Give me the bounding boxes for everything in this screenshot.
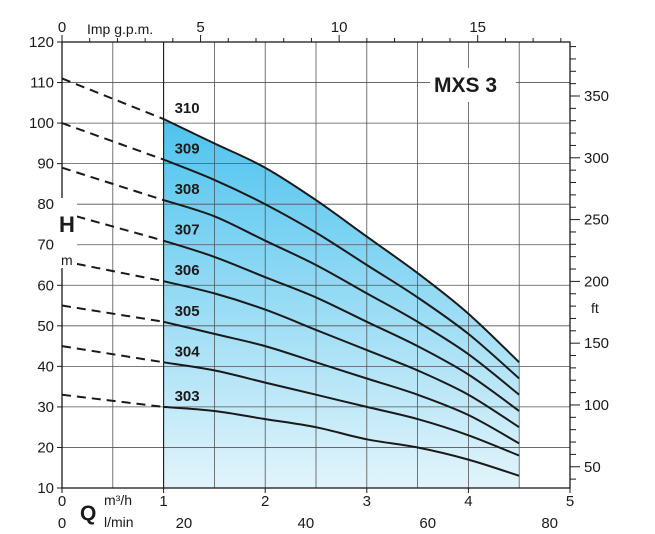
performance-curves: 310 309 308 307 306 305 304 303 xyxy=(61,77,520,477)
right-tick-label: 300 xyxy=(584,150,609,167)
curve-310-dashed xyxy=(61,77,164,120)
curve-307-dashed xyxy=(61,211,164,242)
bottom-tick-label-lmin: 60 xyxy=(419,515,436,532)
bottom-tick-label-lmin: 0 xyxy=(58,515,66,532)
tick-labels: 1020304050607080901001101205010015020025… xyxy=(29,19,609,532)
curve-label-310: 310 xyxy=(175,100,200,117)
curve-label-307: 307 xyxy=(175,222,200,239)
curve-308-line xyxy=(163,199,520,396)
curve-303-line xyxy=(163,405,520,477)
y-axis-label: H xyxy=(59,212,75,237)
right-tick-label: 100 xyxy=(584,397,609,414)
left-tick-label: 80 xyxy=(37,196,54,213)
curve-label-304: 304 xyxy=(175,343,201,360)
bottom-tick-label-m3h: 5 xyxy=(566,493,574,510)
bottom-tick-label-m3h: 2 xyxy=(261,493,269,510)
curve-306-line xyxy=(163,280,520,429)
right-tick-label: 350 xyxy=(584,88,609,105)
left-tick-label: 40 xyxy=(37,358,54,375)
curve-label-303: 303 xyxy=(175,388,200,405)
chart-title: MXS 3 xyxy=(434,74,497,97)
curve-304-dashed xyxy=(61,345,164,364)
left-tick-label: 10 xyxy=(37,480,54,497)
x-axis-unit-lmin: l/min xyxy=(104,514,134,530)
left-tick-label: 70 xyxy=(37,237,54,254)
curve-303-dashed xyxy=(61,393,164,408)
left-tick-label: 50 xyxy=(37,318,54,335)
curve-305-line xyxy=(163,320,520,445)
curve-309-dashed xyxy=(61,122,164,161)
top-tick-label-gpm: 5 xyxy=(196,19,204,36)
left-tick-label: 120 xyxy=(29,34,54,51)
curve-307-line xyxy=(163,239,520,412)
bottom-tick-label-lmin: 80 xyxy=(541,515,558,532)
operating-range-area xyxy=(163,119,520,488)
top-tick-label-gpm: 0 xyxy=(58,19,66,36)
bottom-tick-label-m3h: 3 xyxy=(363,493,371,510)
curve-label-305: 305 xyxy=(175,303,200,320)
curve-308-dashed xyxy=(61,166,164,202)
right-tick-label: 250 xyxy=(584,212,609,229)
left-tick-label: 20 xyxy=(37,439,54,456)
bottom-tick-label-m3h: 1 xyxy=(159,493,167,510)
y-label-background xyxy=(57,198,77,268)
right-tick-label: 150 xyxy=(584,335,609,352)
bottom-tick-label-m3h: 4 xyxy=(464,493,472,510)
operating-area-fill xyxy=(163,119,520,488)
left-tick-label: 110 xyxy=(30,75,54,92)
curve-306-dashed xyxy=(61,259,164,283)
curve-310-line xyxy=(163,118,520,364)
right-axis-unit: ft xyxy=(591,300,599,316)
y-axis-unit: m xyxy=(61,252,73,268)
curve-label-309: 309 xyxy=(175,141,200,158)
curve-label-308: 308 xyxy=(175,181,200,198)
x-axis-unit-m3h: m³/h xyxy=(104,492,132,508)
left-tick-label: 100 xyxy=(29,115,54,132)
curve-305-dashed xyxy=(61,304,164,323)
top-tick-label-gpm: 15 xyxy=(469,19,486,36)
bottom-tick-label-lmin: 20 xyxy=(176,515,193,532)
chart-title-background xyxy=(430,68,516,102)
curve-304-line xyxy=(163,361,520,457)
curve-309-line xyxy=(163,158,520,380)
left-tick-label: 90 xyxy=(37,156,54,173)
curve-label-306: 306 xyxy=(175,262,200,279)
top-axis-unit: Imp g.p.m. xyxy=(87,21,153,37)
right-tick-label: 50 xyxy=(584,459,601,476)
bottom-tick-label-lmin: 40 xyxy=(297,515,314,532)
x-axis-label: Q xyxy=(80,502,96,525)
bottom-tick-label-m3h: 0 xyxy=(58,493,66,510)
left-tick-label: 30 xyxy=(37,399,54,416)
left-tick-label: 60 xyxy=(37,277,54,294)
top-tick-label-gpm: 10 xyxy=(331,19,348,36)
right-tick-label: 200 xyxy=(584,273,609,290)
